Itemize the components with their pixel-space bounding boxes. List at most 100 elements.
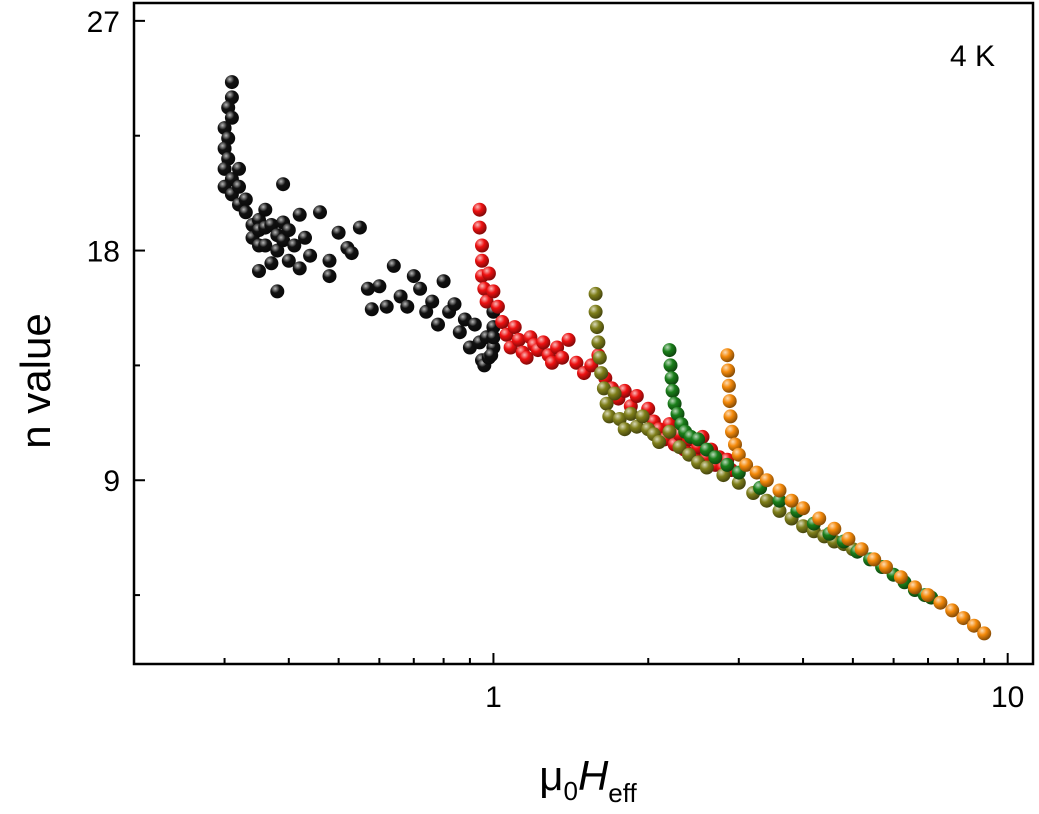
data-point [796,519,811,534]
data-point [472,202,487,217]
data-point [224,75,239,90]
data-points [217,75,992,641]
data-point [596,381,611,396]
data-point [956,611,971,626]
data-point [708,450,723,465]
data-point [232,179,246,194]
series-4 [720,348,992,641]
data-point [258,238,273,253]
data-point [629,389,644,403]
data-point [977,626,992,641]
data-point [393,289,408,304]
data-point [364,302,379,317]
data-point [400,299,415,314]
data-point [731,475,746,490]
data-point [759,493,774,508]
data-point [672,440,687,455]
data-point [281,223,296,238]
data-point [264,256,279,271]
data-point [475,253,489,268]
y-tick-label: 9 [103,465,120,498]
data-point [623,406,638,421]
data-point [281,253,296,268]
data-point [652,435,667,449]
data-point [344,246,359,261]
data-point [555,350,570,365]
data-point [588,286,603,301]
data-point [490,299,505,314]
data-point [827,521,842,536]
y-axis-label: n value [12,313,59,448]
data-point [967,618,981,633]
data-point [507,320,522,335]
data-point [725,424,739,439]
data-point [386,258,401,273]
data-point [721,363,736,378]
data-point [303,248,318,263]
data-point [665,383,680,398]
data-point [379,299,394,314]
data-point [479,294,494,309]
data-point [467,317,482,332]
data-point [723,409,738,424]
data-point [372,279,387,294]
x-tick-label: 10 [991,681,1024,714]
data-point [841,531,856,546]
data-point [592,350,607,365]
data-point [360,281,375,296]
data-point [519,350,534,365]
data-point [662,424,677,439]
data-point [591,335,606,350]
data-point [721,378,736,393]
data-point [536,335,551,350]
y-tick-label: 27 [87,6,120,39]
data-point [452,325,467,340]
data-point [472,220,487,235]
x-label-main-sub: eff [608,778,637,808]
data-point [635,409,650,424]
chart-annotation: 4 K [950,40,995,73]
data-point [232,161,246,176]
data-point [313,205,327,220]
data-point [784,493,799,508]
data-point [486,330,501,345]
data-point [484,348,499,363]
data-point [425,294,440,309]
data-point [238,205,253,220]
x-tick-label: 1 [485,681,502,714]
data-point [691,432,706,447]
data-point [436,274,451,289]
data-point [475,238,489,253]
data-point [264,218,279,232]
data-point [413,281,428,296]
data-point [664,371,679,386]
data-point [481,266,496,281]
data-point [594,366,609,381]
data-point [772,503,787,518]
data-point [292,207,307,222]
data-point [599,396,614,411]
data-point [322,253,337,268]
data-point [252,264,266,278]
data-point [511,332,526,347]
data-point [406,269,421,284]
data-point [812,511,827,526]
data-point [588,304,603,319]
data-point [663,358,678,373]
data-point [739,457,754,472]
data-point [276,177,291,192]
data-point [772,493,787,508]
series-0 [217,75,501,373]
data-point [270,243,285,258]
y-tick-label: 18 [87,236,120,269]
data-point [258,202,273,217]
plot-frame [132,1,1035,666]
data-point [699,460,714,475]
data-point [607,386,622,401]
data-point [749,465,764,480]
data-point [486,284,501,299]
data-point [590,320,604,335]
data-point [352,220,367,235]
data-point [933,595,948,610]
